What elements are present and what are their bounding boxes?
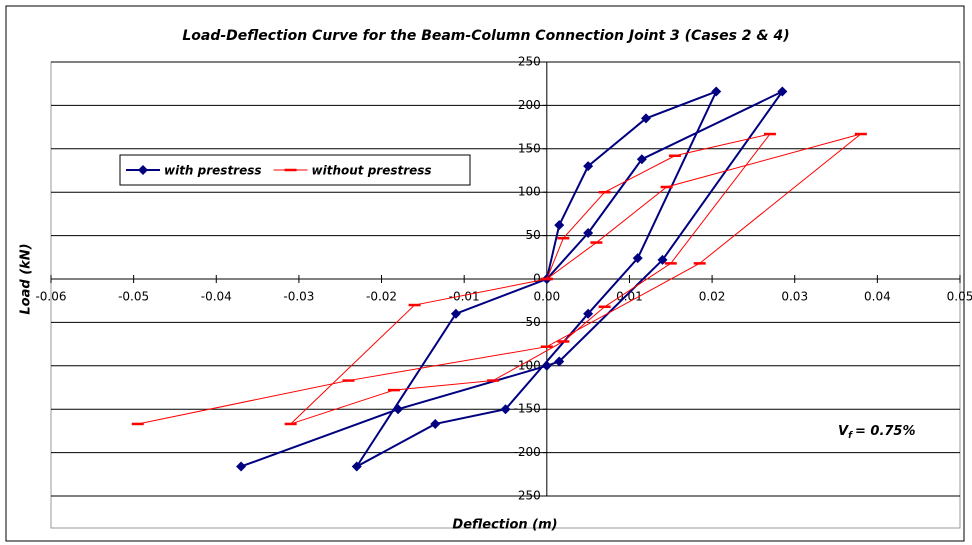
y-tick-label: -200	[514, 445, 541, 459]
data-point	[583, 161, 594, 172]
data-point	[351, 461, 362, 472]
y-tick-label: -150	[514, 402, 541, 416]
x-tick-label: 0.00	[533, 290, 560, 304]
data-point	[500, 404, 511, 415]
annotation-part: V	[838, 424, 849, 439]
y-tick-label: 250	[518, 55, 541, 69]
x-tick-label: -0.06	[35, 290, 66, 304]
x-tick-label: 0.02	[699, 290, 726, 304]
y-tick-label: -100	[514, 358, 541, 372]
chart-title: Load-Deflection Curve for the Beam-Colum…	[182, 28, 789, 44]
data-point	[711, 86, 722, 97]
x-tick-label: -0.02	[366, 290, 397, 304]
annotation-part: f	[848, 431, 853, 441]
x-tick-label: -0.04	[201, 290, 232, 304]
data-point	[450, 308, 461, 319]
data-point	[583, 227, 594, 238]
series	[236, 86, 788, 472]
data-point	[636, 154, 647, 165]
x-tick-label: -0.05	[118, 290, 149, 304]
x-tick-label: 0.05	[947, 290, 972, 304]
legend-label: without prestress	[312, 164, 432, 178]
series-line	[240, 89, 784, 468]
y-axis-label: Load (kN)	[19, 243, 34, 314]
data-point	[430, 418, 441, 429]
legend-marker	[138, 165, 148, 175]
data-point	[777, 86, 788, 97]
data-point	[236, 461, 247, 472]
annotation: Vf = 0.75%	[838, 424, 916, 441]
x-tick-label: 0.04	[864, 290, 891, 304]
data-point	[640, 113, 651, 124]
series	[131, 132, 867, 426]
data-point	[554, 356, 565, 367]
y-tick-label: 50	[526, 228, 541, 242]
x-tick-label: -0.01	[449, 290, 480, 304]
y-tick-label: 150	[518, 141, 541, 155]
legend-label: with prestress	[164, 164, 262, 178]
data-point	[393, 404, 404, 415]
y-tick-label: -250	[514, 489, 541, 503]
data-point	[632, 253, 643, 264]
x-tick-label: -0.03	[283, 290, 314, 304]
data-point	[583, 308, 594, 319]
annotation-part: = 0.75%	[855, 424, 916, 439]
data-point	[554, 220, 565, 231]
y-tick-label: 200	[518, 98, 541, 112]
series-line	[137, 133, 862, 425]
y-tick-label: -50	[521, 315, 541, 329]
legend: with prestress without prestress	[119, 154, 471, 186]
data-point	[541, 360, 552, 371]
x-tick-label: 0.03	[781, 290, 808, 304]
y-tick-label: 100	[518, 185, 541, 199]
x-axis-label: Deflection (m)	[452, 518, 557, 533]
